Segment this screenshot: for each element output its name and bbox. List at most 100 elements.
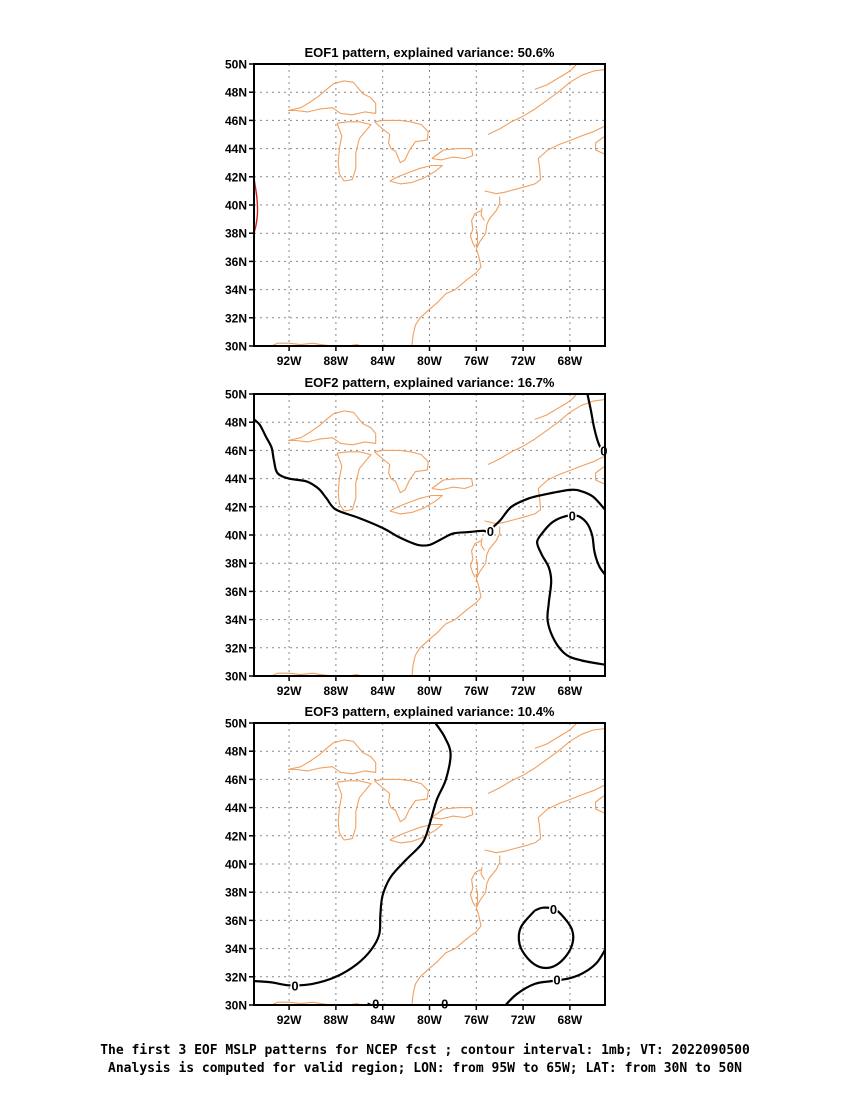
lat-tick-label: 44N (225, 472, 247, 486)
lon-tick-label: 92W (277, 1013, 302, 1027)
coastline-segment (271, 342, 333, 346)
contours (254, 178, 259, 234)
lat-tick-label: 40N (225, 529, 247, 543)
panel-title: EOF1 pattern, explained variance: 50.6% (305, 45, 555, 60)
coastline-segment (480, 207, 485, 221)
caption-line-1: The first 3 EOF MSLP patterns for NCEP f… (100, 1043, 750, 1058)
lat-tick-label: 34N (225, 942, 247, 956)
lat-tick-label: 42N (225, 170, 247, 184)
contour-label: 0 (553, 973, 560, 988)
contour-label: 0 (600, 443, 607, 458)
coastline-segment (534, 394, 578, 420)
lat-tick-label: 50N (225, 388, 247, 402)
coastline (271, 723, 605, 1005)
lat-tick-label: 38N (225, 227, 247, 241)
lat-tick-label: 46N (225, 114, 247, 128)
lon-tick-label: 84W (370, 1013, 395, 1027)
coastline-segment (271, 672, 333, 676)
eof-panel-3: EOF3 pattern, explained variance: 10.4% 0… (225, 704, 606, 1027)
coastline-segment (487, 399, 605, 465)
lat-tick-label: 30N (225, 670, 247, 684)
eof-panel-1: EOF1 pattern, explained variance: 50.6% 3… (225, 45, 606, 368)
coastline-segment (374, 778, 429, 823)
lat-tick-label: 48N (225, 86, 247, 100)
lon-tick-label: 72W (511, 354, 536, 368)
lat-tick-label: 34N (225, 283, 247, 297)
lat-tick-label: 36N (225, 585, 247, 599)
coastline-segment (484, 455, 605, 525)
coastline-segment (336, 780, 372, 841)
contour-label-bg (371, 997, 381, 1010)
lon-tick-label: 88W (324, 684, 349, 698)
lat-tick-label: 46N (225, 773, 247, 787)
coastline (271, 394, 605, 676)
coastline-segment (411, 855, 501, 1005)
contour-label: 0 (291, 978, 298, 993)
contour-line (536, 513, 605, 666)
gridlines (254, 723, 605, 1005)
lat-tick-label: 40N (225, 199, 247, 213)
lat-tick-label: 30N (225, 999, 247, 1013)
lat-tick-label: 42N (225, 829, 247, 843)
contour-label-bg (552, 973, 562, 986)
contour-line (517, 906, 575, 970)
coastline-segment (287, 80, 377, 116)
lat-tick-label: 50N (225, 58, 247, 72)
lat-tick-label: 36N (225, 914, 247, 928)
lon-tick-label: 88W (324, 354, 349, 368)
coastline-segment (595, 135, 605, 155)
contour-line (254, 418, 605, 547)
lat-tick-label: 32N (225, 641, 247, 655)
coastline-segment (475, 558, 479, 578)
coastline-segment (389, 164, 443, 185)
lat-tick-label: 32N (225, 311, 247, 325)
lat-tick-label: 46N (225, 444, 247, 458)
coastline-segment (287, 410, 377, 446)
coastline-segment (487, 728, 605, 794)
gridlines (254, 64, 605, 346)
coastline-segment (487, 69, 605, 135)
lat-tick-label: 30N (225, 340, 247, 354)
contour-label: 0 (550, 902, 557, 917)
coastline-segment (534, 64, 578, 90)
lon-tick-label: 72W (511, 684, 536, 698)
caption-line-2: Analysis is computed for valid region; L… (108, 1061, 742, 1076)
lon-tick-label: 76W (464, 1013, 489, 1027)
coastline-segment (484, 125, 605, 195)
lat-tick-label: 32N (225, 970, 247, 984)
coastline-segment (595, 794, 605, 814)
coastline-segment (389, 823, 443, 844)
lon-tick-label: 80W (417, 1013, 442, 1027)
lat-tick-label: 48N (225, 745, 247, 759)
coastline-segment (287, 739, 377, 775)
contour-line (254, 178, 259, 234)
coastline-segment (534, 723, 578, 749)
contour-label-bg (599, 444, 609, 457)
coastline-segment (469, 210, 482, 248)
contour-label: 0 (487, 524, 494, 539)
lon-tick-label: 68W (558, 354, 583, 368)
coastline (271, 64, 605, 346)
coastline-segment (411, 526, 501, 676)
lat-tick-label: 34N (225, 613, 247, 627)
coastline-segment (411, 196, 501, 346)
lat-tick-label: 42N (225, 500, 247, 514)
lon-tick-label: 92W (277, 354, 302, 368)
eof-panel-2: EOF2 pattern, explained variance: 16.7% 0… (225, 375, 609, 698)
coastline-segment (469, 540, 482, 578)
lon-tick-label: 72W (511, 1013, 536, 1027)
lon-tick-label: 80W (417, 354, 442, 368)
lat-tick-label: 38N (225, 557, 247, 571)
gridlines (254, 394, 605, 676)
coastline-segment (484, 784, 605, 854)
coastline-segment (431, 807, 474, 820)
contour-line (254, 723, 452, 987)
contour-label-bg (440, 997, 450, 1010)
lat-tick-label: 36N (225, 255, 247, 269)
coastline-segment (480, 537, 485, 551)
lat-tick-label: 38N (225, 886, 247, 900)
lon-tick-label: 68W (558, 1013, 583, 1027)
lon-tick-label: 88W (324, 1013, 349, 1027)
coastline-segment (475, 228, 479, 248)
